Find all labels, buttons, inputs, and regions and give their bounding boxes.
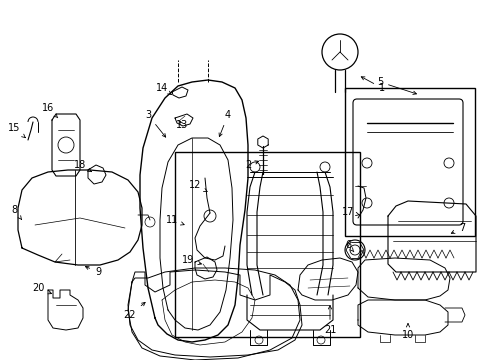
Text: 5: 5 (376, 77, 416, 94)
Text: 14: 14 (156, 83, 171, 95)
Text: 9: 9 (85, 266, 101, 277)
Text: 17: 17 (341, 207, 359, 217)
Bar (345, 88, 474, 236)
Text: 6: 6 (344, 240, 353, 252)
Text: 10: 10 (401, 324, 413, 340)
Text: 7: 7 (450, 223, 464, 233)
Text: 16: 16 (42, 103, 58, 118)
Text: 18: 18 (74, 160, 91, 172)
Text: 1: 1 (361, 77, 384, 93)
Text: 2: 2 (244, 160, 258, 170)
Text: 4: 4 (219, 110, 231, 136)
Text: 13: 13 (176, 120, 188, 130)
Text: 8: 8 (11, 205, 21, 220)
Text: 19: 19 (182, 255, 201, 265)
Text: 11: 11 (165, 215, 184, 225)
Bar (175, 152, 359, 337)
Text: 15: 15 (8, 123, 25, 138)
Text: 12: 12 (188, 180, 207, 192)
Text: 22: 22 (123, 302, 145, 320)
Text: 3: 3 (144, 110, 165, 137)
Text: 21: 21 (323, 306, 336, 335)
Text: 20: 20 (32, 283, 51, 294)
